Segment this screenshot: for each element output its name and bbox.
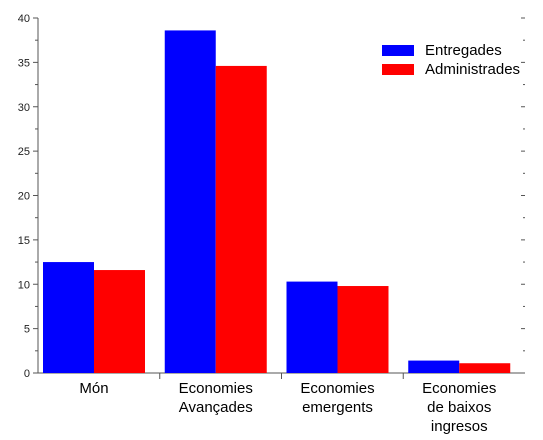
y-tick-label: 25 [18, 146, 30, 158]
x-tick-label-line: de baixos [427, 399, 491, 416]
y-tick-label: 30 [18, 102, 30, 114]
x-tick-label: Economies emergents [300, 380, 374, 416]
legend-label: Administrades [425, 61, 520, 78]
y-tick-label: 40 [18, 13, 30, 25]
legend: Entregades Administrades [382, 42, 520, 78]
bar-administrades-1 [215, 65, 267, 374]
bar-administrades-2 [337, 286, 389, 373]
x-tick-label-line: emergents [302, 399, 373, 416]
bar-entregades-1 [164, 30, 216, 374]
y-tick-label: 20 [18, 191, 30, 203]
x-tick-label-line: Economies [422, 380, 496, 397]
bar-administrades-0 [94, 270, 145, 373]
x-tick-label-line: Economies [300, 380, 374, 397]
x-tick-label-line: Economies [179, 380, 253, 397]
x-tick-label-line: Món [79, 380, 108, 397]
y-tick-label: 10 [18, 279, 30, 291]
x-tick-label-line: ingresos [431, 418, 488, 435]
y-tick-label: 5 [24, 324, 30, 336]
bar-entregades-2 [286, 281, 338, 373]
y-tick-label: 15 [18, 235, 30, 247]
x-tick-label-line: Avançades [179, 399, 253, 416]
y-tick-label: 0 [24, 368, 30, 380]
legend-swatch [382, 64, 414, 75]
bars [43, 30, 511, 374]
legend-swatch [382, 45, 414, 56]
x-tick-label: Món [79, 380, 108, 397]
legend-label: Entregades [425, 42, 502, 59]
x-tick-label: Economies Avançades [179, 380, 253, 416]
bar-administrades-3 [459, 363, 511, 373]
bar-entregades-3 [408, 360, 460, 373]
y-tick-label: 35 [18, 57, 30, 69]
x-tick-label: Economies de baixos ingresos [422, 380, 496, 435]
bar-entregades-0 [43, 262, 94, 373]
